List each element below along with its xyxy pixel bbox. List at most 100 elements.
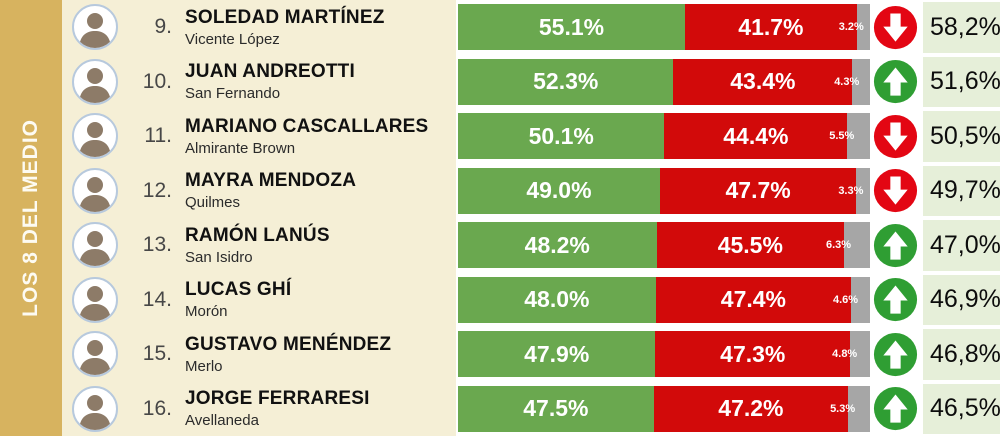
- person-silhouette-icon: [79, 122, 111, 158]
- trend-down-icon: [873, 5, 918, 50]
- neutral-value: 3.3%: [838, 184, 864, 197]
- person-silhouette-icon: [79, 394, 111, 430]
- positive-value: 48.2%: [524, 231, 590, 258]
- result-value: 58,2%: [923, 2, 1000, 53]
- negative-segment: 41.7% 3.2%: [685, 4, 864, 51]
- name-block: JUAN ANDREOTTI San Fernando: [185, 61, 355, 102]
- district-name: Vicente López: [185, 30, 280, 48]
- positive-segment: 55.1%: [458, 4, 685, 51]
- name-block: MARIANO CASCALLARES Almirante Brown: [185, 116, 428, 157]
- rank-number: 15.: [142, 342, 172, 366]
- avatar: [72, 167, 118, 214]
- candidate-info: 11. MARIANO CASCALLARES Almirante Brown: [62, 109, 456, 164]
- neutral-segment: [850, 331, 870, 378]
- neutral-value: 4.6%: [832, 293, 859, 306]
- person-silhouette-icon: [79, 340, 111, 376]
- neutral-segment: [851, 276, 870, 323]
- negative-value: 44.4%: [723, 122, 789, 149]
- ranking-row: 11. MARIANO CASCALLARES Almirante Brown …: [62, 109, 1000, 164]
- positive-value: 48.0%: [524, 286, 590, 313]
- result-column: 51,6%: [920, 54, 1000, 109]
- trend-up-icon: [873, 59, 918, 104]
- bar-zone: 52.3% 43.4% 4.3%: [456, 54, 920, 109]
- positive-value: 52.3%: [533, 68, 599, 95]
- result-column: 46,9%: [920, 272, 1000, 327]
- positive-segment: 52.3%: [458, 58, 674, 105]
- negative-segment: 43.4% 4.3%: [673, 58, 859, 105]
- person-silhouette-icon: [79, 13, 111, 49]
- positive-segment: 50.1%: [458, 113, 665, 160]
- stacked-bar: 52.3% 43.4% 4.3%: [458, 58, 870, 105]
- rank-number: 10.: [142, 69, 172, 93]
- stacked-bar: 50.1% 44.4% 5.5%: [458, 113, 870, 160]
- positive-value: 55.1%: [538, 13, 605, 40]
- neutral-value: 5.3%: [830, 402, 856, 415]
- trend-up-icon: [873, 386, 918, 431]
- bar-zone: 50.1% 44.4% 5.5%: [456, 109, 920, 164]
- neutral-segment: [856, 167, 870, 214]
- neutral-value: 4.3%: [834, 75, 860, 88]
- neutral-segment: [847, 113, 870, 160]
- candidate-name: JORGE FERRARESI: [185, 388, 370, 410]
- candidate-name: SOLEDAD MARTÍNEZ: [185, 6, 385, 28]
- name-block: SOLEDAD MARTÍNEZ Vicente López: [185, 7, 385, 48]
- trend-up-icon: [873, 332, 918, 377]
- positive-value: 49.0%: [526, 177, 592, 204]
- name-block: JORGE FERRARESI Avellaneda: [185, 388, 370, 429]
- stacked-bar: 48.0% 47.4% 4.6%: [458, 276, 870, 323]
- person-silhouette-icon: [79, 176, 111, 212]
- bar-zone: 49.0% 47.7% 3.3%: [456, 163, 920, 218]
- person-silhouette-icon: [79, 285, 111, 321]
- district-name: Quilmes: [185, 194, 241, 212]
- candidate-name: MARIANO CASCALLARES: [185, 115, 429, 137]
- result-column: 49,7%: [920, 163, 1000, 218]
- person-silhouette-icon: [79, 67, 111, 103]
- neutral-segment: [852, 58, 870, 105]
- neutral-segment: [856, 4, 870, 51]
- bottom-divider: [0, 436, 1000, 440]
- result-value: 51,6%: [923, 56, 1000, 107]
- neutral-value: 5.5%: [829, 130, 855, 143]
- candidate-info: 16. JORGE FERRARESI Avellaneda: [62, 381, 456, 436]
- neutral-value: 3.2%: [838, 21, 864, 34]
- negative-segment: 47.7% 3.3%: [659, 167, 863, 214]
- result-value: 49,7%: [923, 165, 1000, 216]
- trend-up-icon: [873, 277, 918, 322]
- negative-segment: 47.2% 5.3%: [653, 385, 855, 432]
- negative-value: 47.3%: [720, 340, 786, 367]
- stacked-bar: 49.0% 47.7% 3.3%: [458, 167, 870, 214]
- district-name: Morón: [185, 303, 228, 321]
- district-name: Almirante Brown: [185, 139, 296, 157]
- bar-zone: 48.0% 47.4% 4.6%: [456, 272, 920, 327]
- result-column: 50,5%: [920, 109, 1000, 164]
- ranking-row: 15. GUSTAVO MENÉNDEZ Merlo 47.9% 47.3% 4…: [62, 327, 1000, 382]
- negative-segment: 45.5% 6.3%: [656, 222, 851, 269]
- avatar: [72, 4, 118, 51]
- sidebar-label: LOS 8 DEL MEDIO: [19, 119, 42, 317]
- result-value: 46,9%: [923, 274, 1000, 325]
- avatar: [72, 276, 118, 323]
- negative-value: 45.5%: [717, 231, 783, 258]
- positive-value: 47.5%: [523, 395, 589, 422]
- name-block: GUSTAVO MENÉNDEZ Merlo: [185, 334, 391, 375]
- candidate-name: LUCAS GHÍ: [185, 279, 292, 301]
- ranking-row: 10. JUAN ANDREOTTI San Fernando 52.3% 43…: [62, 54, 1000, 109]
- district-name: San Isidro: [185, 248, 253, 266]
- result-column: 47,0%: [920, 218, 1000, 273]
- ranking-row: 9. SOLEDAD MARTÍNEZ Vicente López 55.1% …: [62, 0, 1000, 55]
- bar-zone: 47.9% 47.3% 4.8%: [456, 327, 920, 382]
- ranking-row: 13. RAMÓN LANÚS San Isidro 48.2% 45.5% 6…: [62, 218, 1000, 273]
- positive-value: 50.1%: [528, 122, 594, 149]
- rank-number: 12.: [142, 178, 172, 202]
- trend-down-icon: [873, 168, 918, 213]
- ranking-row: 16. JORGE FERRARESI Avellaneda 47.5% 47.…: [62, 381, 1000, 436]
- positive-segment: 47.9%: [458, 331, 656, 378]
- trend-down-icon: [873, 114, 918, 159]
- neutral-value: 4.8%: [832, 348, 858, 361]
- candidate-name: JUAN ANDREOTTI: [185, 61, 355, 83]
- avatar: [72, 58, 118, 105]
- positive-segment: 48.0%: [458, 276, 656, 323]
- avatar: [72, 222, 118, 269]
- candidate-info: 13. RAMÓN LANÚS San Isidro: [62, 218, 456, 273]
